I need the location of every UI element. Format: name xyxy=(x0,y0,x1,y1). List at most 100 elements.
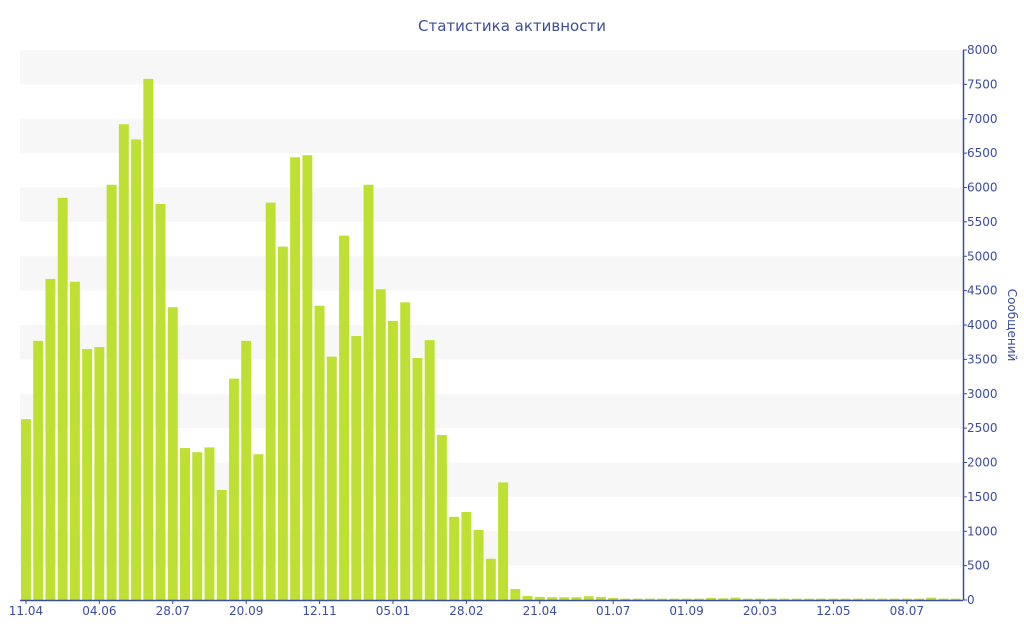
bar xyxy=(192,452,203,600)
x-tick-label: 21.04 xyxy=(523,604,557,618)
bar xyxy=(449,516,460,600)
bar xyxy=(57,197,68,600)
bar xyxy=(94,347,105,600)
chart-title: Статистика активности xyxy=(418,17,606,35)
y-tick-label: 1000 xyxy=(967,524,998,538)
bar xyxy=(302,155,313,600)
y-tick-label: 5000 xyxy=(967,249,998,263)
bar xyxy=(375,289,386,600)
bar xyxy=(155,204,166,600)
bar xyxy=(755,598,765,601)
bar xyxy=(351,336,362,600)
x-tick-label: 12.11 xyxy=(302,604,336,618)
bar xyxy=(388,320,398,601)
bar xyxy=(461,512,472,600)
bar xyxy=(228,378,239,601)
bar xyxy=(791,598,802,601)
bar xyxy=(180,448,190,600)
x-tick-label: 04.06 xyxy=(82,604,116,618)
bar xyxy=(767,598,778,601)
bar xyxy=(253,454,264,600)
bar xyxy=(82,349,93,600)
y-tick-label: 7500 xyxy=(967,77,998,91)
bar xyxy=(657,598,668,601)
bar xyxy=(143,78,154,601)
y-tick-label: 3000 xyxy=(967,387,998,401)
grid-band xyxy=(20,187,963,222)
x-tick-label: 20.03 xyxy=(743,604,777,618)
bar xyxy=(901,598,912,601)
bar xyxy=(840,598,851,601)
y-axis: 0 500 1000 1500 2000 2500 3000 3500 4000 4500 5000… xyxy=(962,43,998,607)
y-tick-label: 4000 xyxy=(967,318,998,332)
y-tick-label: 1500 xyxy=(967,490,998,504)
bar xyxy=(21,419,31,600)
grid-band xyxy=(20,118,963,154)
bar xyxy=(118,124,129,600)
bar xyxy=(241,340,252,600)
bar xyxy=(265,202,276,601)
bar xyxy=(314,305,325,600)
bar xyxy=(69,281,80,600)
bar xyxy=(485,558,496,600)
bar xyxy=(742,598,753,601)
x-axis: 11.04 04.06 28.07 20.09 12.11 05.01 28.02 21.04… xyxy=(9,599,963,618)
bars xyxy=(21,78,961,601)
x-tick-label: 12.05 xyxy=(816,604,850,618)
bar xyxy=(914,598,924,601)
bar xyxy=(669,598,680,601)
y-tick-label: 5500 xyxy=(967,215,998,229)
x-tick-label: 01.07 xyxy=(596,604,630,618)
bar xyxy=(131,139,142,601)
bar xyxy=(608,597,619,600)
y-tick-label: 0 xyxy=(967,593,975,607)
bar xyxy=(216,490,227,600)
bar xyxy=(706,597,717,600)
bar xyxy=(522,595,533,601)
bar xyxy=(803,598,814,601)
y-axis-label: Сообщений xyxy=(1005,289,1019,362)
bar xyxy=(595,596,606,600)
bar xyxy=(938,598,949,601)
x-tick-label: 08.07 xyxy=(890,604,924,618)
bar xyxy=(339,235,350,601)
bar xyxy=(510,589,521,600)
y-tick-label: 2000 xyxy=(967,456,998,470)
x-tick-label: 01.09 xyxy=(669,604,703,618)
bar xyxy=(877,598,888,601)
bar xyxy=(950,598,961,601)
bar xyxy=(277,246,288,601)
bar xyxy=(632,598,643,601)
grid-bands xyxy=(20,50,963,566)
bar xyxy=(889,598,900,601)
x-tick-label: 20.09 xyxy=(229,604,263,618)
bar xyxy=(828,598,839,601)
bar xyxy=(45,278,56,600)
bar xyxy=(816,598,827,601)
x-tick-label: 05.01 xyxy=(376,604,410,618)
bar xyxy=(852,598,863,601)
bar xyxy=(412,358,423,600)
bar xyxy=(718,598,729,600)
grid-band xyxy=(20,50,963,85)
y-tick-label: 7000 xyxy=(967,112,998,126)
x-tick-label: 28.02 xyxy=(449,604,483,618)
y-tick-label: 6000 xyxy=(967,181,998,195)
bar xyxy=(326,356,337,601)
bar xyxy=(547,597,557,600)
y-tick-label: 500 xyxy=(967,559,990,573)
bar xyxy=(681,598,692,601)
y-tick-label: 2500 xyxy=(967,421,998,435)
bar xyxy=(571,597,582,600)
bar xyxy=(620,598,631,601)
bar xyxy=(400,302,411,600)
bar xyxy=(498,482,509,600)
bar xyxy=(865,598,876,601)
bar xyxy=(167,307,178,601)
bar xyxy=(424,340,435,601)
bar xyxy=(473,529,484,601)
bar xyxy=(693,598,704,601)
y-tick-label: 8000 xyxy=(967,43,998,57)
bar xyxy=(779,598,790,601)
